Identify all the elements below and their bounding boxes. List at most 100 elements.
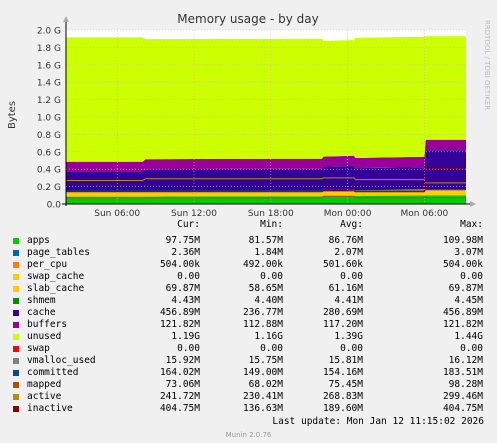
legend-max: 0.00	[460, 271, 483, 282]
legend-max: 299.46M	[442, 391, 483, 402]
legend-row-unused: unused 1.19G 1.16G 1.39G 1.44G	[0, 331, 497, 343]
x-tick-label: Sun 06:00	[94, 209, 140, 219]
legend-avg: 4.41M	[334, 295, 363, 306]
legend-avg: 1.39G	[334, 331, 363, 342]
legend-swatch	[13, 346, 19, 352]
legend-row-slab-cache: slab_cache 69.87M 58.65M 61.16M 69.87M	[0, 283, 497, 295]
legend-min: 81.57M	[248, 235, 283, 246]
legend-row-mapped: mapped 73.06M 68.02M 75.45M 98.28M	[0, 379, 497, 391]
legend-name: buffers	[27, 319, 68, 330]
legend-swatch	[13, 406, 19, 412]
legend-name: active	[27, 391, 62, 402]
legend-min: 149.00M	[242, 367, 283, 378]
legend-avg: 75.45M	[328, 379, 363, 390]
y-tick-label: 2.0 G	[37, 27, 61, 37]
legend-cur: 69.87M	[165, 283, 200, 294]
legend-min: 68.02M	[248, 379, 283, 390]
legend-avg: 15.81M	[328, 355, 363, 366]
legend-name: slab_cache	[27, 283, 85, 294]
legend-name: apps	[27, 235, 50, 246]
rrdtool-watermark: RRDTOOL / TOBI OETIKER	[483, 20, 491, 110]
legend-name: swap	[27, 343, 50, 354]
legend-swatch	[13, 286, 19, 292]
legend-max: 121.82M	[442, 319, 483, 330]
legend-row-committed: committed 164.02M 149.00M 154.16M 183.51M	[0, 367, 497, 379]
legend-row-shmem: shmem 4.43M 4.40M 4.41M 4.45M	[0, 295, 497, 307]
header-cur: Cur:	[177, 219, 200, 230]
legend-avg: 501.60k	[322, 259, 363, 270]
legend-min: 0.00	[260, 271, 283, 282]
memory-chart: Memory usage - by day Bytes RRDTOOL / TO…	[7, 12, 491, 219]
legend-min: 1.84M	[254, 247, 283, 258]
legend-name: shmem	[27, 295, 56, 306]
legend-swatch	[13, 358, 19, 364]
line-mapped	[66, 195, 466, 199]
y-axis-label: Bytes	[7, 101, 18, 129]
legend-row-active: active 241.72M 230.41M 268.83M 299.46M	[0, 391, 497, 403]
legend-max: 3.07M	[454, 247, 483, 258]
legend-swatch	[13, 274, 19, 280]
legend-min: 0.00	[260, 343, 283, 354]
legend-min: 136.63M	[242, 403, 283, 414]
legend-cur: 97.75M	[165, 235, 200, 246]
legend-max: 504.00k	[442, 259, 483, 270]
legend-avg: 117.20M	[322, 319, 363, 330]
legend-cur: 456.89M	[159, 307, 200, 318]
legend-swatch	[13, 394, 19, 400]
y-tick-label: 0.2 G	[37, 183, 61, 193]
header-max: Max:	[460, 219, 483, 230]
legend-name: vmalloc_used	[27, 355, 96, 366]
legend-name: committed	[27, 367, 79, 378]
legend-avg: 86.76M	[328, 235, 363, 246]
y-tick-label: 0.6 G	[37, 148, 61, 158]
area-unused	[66, 36, 466, 162]
legend-avg: 61.16M	[328, 283, 363, 294]
legend-cur: 4.43M	[171, 295, 200, 306]
x-tick-label: Sun 12:00	[171, 209, 217, 219]
legend-avg: 189.60M	[322, 403, 363, 414]
legend-min: 230.41M	[242, 391, 283, 402]
line-committed	[66, 188, 466, 192]
legend-swatch	[13, 250, 19, 256]
legend-cur: 2.36M	[171, 247, 200, 258]
y-tick-label: 1.0 G	[37, 114, 61, 124]
area-apps	[66, 195, 466, 204]
x-axis-arrow	[470, 201, 476, 207]
legend-name: inactive	[27, 403, 73, 414]
legend-swatch	[13, 370, 19, 376]
legend-cur: 504.00k	[159, 259, 200, 270]
chart-title: Memory usage - by day	[177, 12, 318, 26]
legend-cur: 121.82M	[159, 319, 200, 330]
legend-cur: 0.00	[177, 343, 200, 354]
legend-row-buffers: buffers 121.82M 112.88M 117.20M 121.82M	[0, 319, 497, 331]
legend-max: 109.98M	[442, 235, 483, 246]
legend-cur: 0.00	[177, 271, 200, 282]
legend-row-per-cpu: per_cpu 504.00k 492.00k 501.60k 504.00k	[0, 259, 497, 271]
legend-max: 456.89M	[442, 307, 483, 318]
legend-avg: 2.07M	[334, 247, 363, 258]
legend-name: page_tables	[27, 247, 90, 258]
legend-avg: 0.00	[340, 271, 363, 282]
legend-cur: 15.92M	[165, 355, 200, 366]
legend-swatch	[13, 238, 19, 244]
legend-min: 112.88M	[242, 319, 283, 330]
y-tick-label: 1.4 G	[37, 79, 61, 89]
legend-min: 4.40M	[254, 295, 283, 306]
y-tick-label: 1.6 G	[37, 61, 61, 71]
legend-name: per_cpu	[27, 259, 68, 270]
line-inactive	[66, 168, 466, 193]
legend-row-apps: apps 97.75M 81.57M 86.76M 109.98M	[0, 235, 497, 247]
header-min: Min:	[260, 219, 283, 230]
last-update: Last update: Mon Jan 12 11:15:02 2026	[272, 416, 484, 427]
legend-swatch	[13, 310, 19, 316]
y-tick-label: 1.8 G	[37, 44, 61, 54]
legend-min: 236.77M	[242, 307, 283, 318]
legend-name: cache	[27, 307, 56, 318]
y-tick-label: 0.8 G	[37, 131, 61, 141]
legend-swatch	[13, 262, 19, 268]
legend-max: 183.51M	[442, 367, 483, 378]
legend-name: mapped	[27, 379, 62, 390]
legend-max: 69.87M	[448, 283, 483, 294]
legend-row-swap-cache: swap_cache 0.00 0.00 0.00 0.00	[0, 271, 497, 283]
area-cache	[66, 150, 466, 192]
